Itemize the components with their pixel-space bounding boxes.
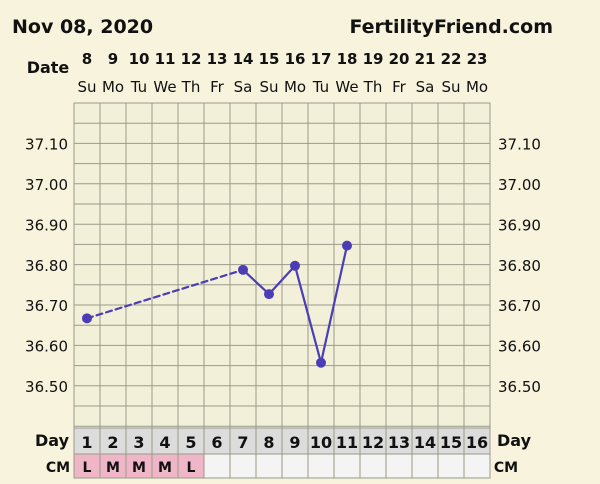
date-number: 16 [285,50,306,68]
y-tick-label: 36.60 [25,338,68,356]
weekday-labels: Su Mo Tu We Th Fr Sa Su Mo Tu We Th Fr Sa Su Mo [77,78,488,96]
cycle-day-number: 4 [159,433,170,452]
weekday-label: We [153,78,176,96]
weekday-label: Th [181,78,201,96]
y-tick-label: 36.60 [498,338,541,356]
series-segment-dashed [85,268,245,320]
cm-value: M [132,460,146,476]
cm-value: M [158,460,172,476]
cycle-day-number: 15 [440,433,462,452]
y-tick-labels-left: 37.10 37.00 36.90 36.80 36.70 36.60 36.50 [25,136,68,396]
date-number: 10 [129,50,150,68]
day-row-label-right: Day [497,431,532,450]
weekday-label: Fr [210,78,225,96]
cycle-day-number: 3 [133,433,144,452]
cm-value: L [187,460,196,476]
date-number: 18 [337,50,358,68]
weekday-label: Th [363,78,383,96]
weekday-label: Sa [416,78,435,96]
cm-row-label-left: CM [46,460,70,476]
cm-cell [125,453,153,479]
cycle-day-number: 11 [336,433,358,452]
y-tick-label: 36.50 [25,378,68,396]
cycle-day-number: 5 [185,433,196,452]
y-tick-label: 37.00 [25,176,68,194]
date-number: 22 [441,50,462,68]
date-number: 14 [233,50,254,68]
cm-cell [99,453,127,479]
y-tick-label: 37.10 [25,136,68,154]
temperature-point [264,289,274,300]
date-number: 11 [155,50,176,68]
y-tick-label: 36.70 [498,297,541,315]
weekday-label: Su [441,78,460,96]
y-tick-label: 36.90 [25,216,68,234]
cycle-day-number: 2 [107,433,118,452]
grid-lines [74,103,490,428]
date-number: 9 [108,50,118,68]
cm-value: L [83,460,92,476]
weekday-label: Mo [102,78,124,96]
date-number: 23 [467,50,488,68]
cycle-day-number: 13 [388,433,410,452]
date-number: 8 [82,50,92,68]
temperature-point [316,357,326,368]
cycle-day-number: 10 [310,433,332,452]
date-row-label: Date [27,58,70,77]
cycle-day-number: 12 [362,433,384,452]
series-segment [241,268,271,296]
cycle-day-number: 7 [237,433,248,452]
cycle-day-number: 16 [466,433,488,452]
weekday-label: Fr [392,78,407,96]
temperature-series [82,240,352,368]
y-tick-labels-right: 37.10 37.00 36.90 36.80 36.70 36.60 36.50 [498,136,541,396]
weekday-label: Su [259,78,278,96]
date-number: 19 [363,50,384,68]
cycle-day-number: 14 [414,433,436,452]
site-name: FertilityFriend.com [349,16,553,38]
cm-value: M [106,460,120,476]
y-tick-label: 36.80 [25,257,68,275]
y-tick-label: 37.10 [498,136,541,154]
date-number: 13 [207,50,228,68]
weekday-label: Tu [130,78,147,96]
day-row-label-left: Day [35,431,70,450]
cycle-day-number: 1 [81,433,92,452]
date-number: 12 [181,50,202,68]
series-segment [319,244,349,364]
day-cell [463,427,491,455]
date-number: 17 [311,50,332,68]
date-title: Nov 08, 2020 [12,16,153,38]
y-tick-label: 36.80 [498,257,541,275]
weekday-label: Tu [312,78,329,96]
y-tick-label: 37.00 [498,176,541,194]
cycle-day-number: 8 [263,433,274,452]
y-tick-label: 36.50 [498,378,541,396]
temperature-point [290,260,300,271]
temperature-point [238,264,248,275]
weekday-label: Su [77,78,96,96]
cycle-day-number: 9 [289,433,300,452]
weekday-label: Sa [234,78,253,96]
series-segment [293,264,323,364]
series-segment [267,264,297,296]
day-cells: 1 2 3 4 5 6 7 8 9 10 11 12 13 14 15 16 [73,427,491,455]
temperature-point [342,240,352,251]
weekday-label: Mo [466,78,488,96]
y-tick-label: 36.70 [25,297,68,315]
date-number: 15 [259,50,280,68]
y-tick-label: 36.90 [498,216,541,234]
temperature-point [82,313,92,324]
cycle-day-number: 6 [211,433,222,452]
date-number: 21 [415,50,436,68]
date-numbers: 8 9 10 11 12 13 14 15 16 17 18 19 20 21 22 23 [82,50,488,68]
weekday-label: Mo [284,78,306,96]
weekday-label: We [335,78,358,96]
cm-row-label-right: CM [494,460,518,476]
date-number: 20 [389,50,410,68]
